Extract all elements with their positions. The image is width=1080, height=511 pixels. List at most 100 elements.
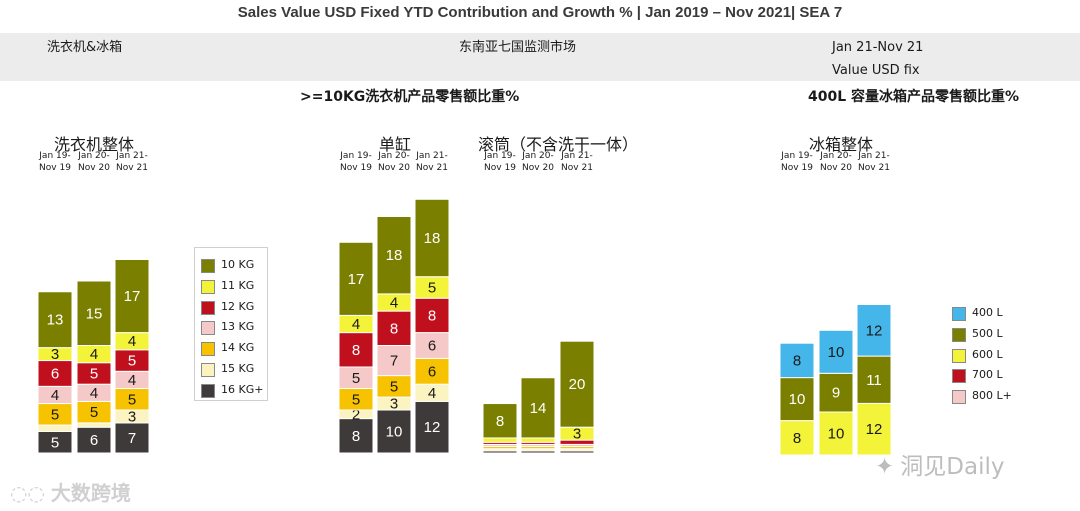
bar-segment-top-load-1-0 [376,409,412,454]
bar-segment-front-load-1-6 [520,377,556,439]
data-label-washer-total-0-5: 3 [51,346,59,363]
data-label-top-load-2-4: 8 [428,307,436,324]
data-label-washer-total-1-2: 5 [90,404,98,421]
legend-swatch [952,307,966,321]
data-label-top-load-0-2: 5 [352,391,360,408]
bar-segment-fridge-total-2-2 [856,304,892,357]
bar-segment-fridge-total-0-2 [779,342,815,379]
data-label-fridge-total-1-0: 10 [828,426,845,443]
legend-fridge: 400 L 500 L 600 L 700 L 800 L+ [946,296,1036,406]
data-label-washer-total-1-4: 5 [90,365,98,382]
data-label-washer-total-1-3: 4 [90,385,98,402]
period-label-fridge-total-0: Jan 19- Nov 19 [781,151,813,173]
washer-section-heading: >=10KG洗衣机产品零售额比重% [300,89,520,105]
legend-label: 15 KG [221,362,255,375]
period-label-washer-total-2: Jan 21- Nov 21 [116,151,148,173]
legend-label: 600 L [972,347,1003,361]
legend-label: 800 L+ [972,389,1012,403]
data-label-fridge-total-2-2: 12 [866,322,883,339]
bar-segment-washer-total-0-4 [37,360,73,387]
data-label-washer-total-2-0: 7 [128,430,136,447]
legend-label: 400 L [972,306,1003,319]
data-label-top-load-0-5: 4 [352,316,360,333]
data-label-washer-total-2-5: 4 [128,333,136,350]
bar-segment-front-load-0-6 [482,403,518,439]
period-label: Jan 21-Nov 21 [832,40,924,55]
bar-segment-fridge-total-0-0 [779,420,815,456]
data-label-front-load-0-6: 8 [496,413,504,430]
data-label-washer-total-0-3: 4 [51,387,59,404]
bar-segment-front-load-1-5 [520,437,556,443]
period-label-top-load-0: Jan 19- Nov 19 [340,151,372,173]
data-label-top-load-1-0: 10 [386,424,403,441]
data-label-front-load-1-6: 14 [530,400,547,417]
data-label-top-load-0-3: 5 [352,370,360,387]
legend-label: 14 KG [221,341,255,355]
data-label-top-load-2-6: 18 [424,230,441,247]
bar-segment-fridge-total-1-0 [818,411,854,456]
legend-swatch [201,383,215,398]
bar-segment-top-load-0-6 [338,241,374,316]
period-label-washer-total-0: Jan 19- Nov 19 [39,151,71,173]
watermark-right: ✦ 洞见Daily [875,447,1004,481]
data-label-fridge-total-1-2: 10 [828,344,845,361]
legend-label: 11 KG [221,278,255,292]
data-label-top-load-0-1: 2 [352,406,360,423]
period-label-fridge-total-2: Jan 21- Nov 21 [858,151,890,173]
data-label-top-load-2-2: 6 [428,363,436,380]
data-label-washer-total-0-4: 6 [51,365,59,382]
data-label-top-load-1-5: 4 [390,295,398,312]
legend-swatch [952,369,966,384]
data-label-fridge-total-2-1: 11 [866,372,882,389]
bar-segment-top-load-0-4 [338,332,374,368]
data-label-top-load-0-6: 17 [348,271,365,288]
bar-segment-fridge-total-2-1 [856,355,892,404]
bar-segment-fridge-total-2-0 [856,402,892,456]
bar-segment-washer-total-0-1 [37,424,73,432]
data-label-washer-total-0-2: 5 [51,406,59,423]
data-label-washer-total-1-6: 15 [86,305,103,322]
legend-swatch [201,279,215,294]
legend-swatch [952,348,966,363]
data-label-washer-total-0-0: 5 [51,434,59,451]
legend-swatch [952,327,966,342]
data-label-front-load-2-5: 3 [573,426,581,443]
period-label-front-load-0: Jan 19- Nov 19 [484,151,516,173]
data-label-washer-total-1-0: 6 [90,432,98,449]
page-title: Sales Value USD Fixed YTD Contribution a… [237,4,843,21]
bar-segment-top-load-2-2 [414,357,450,385]
period-label-top-load-2: Jan 21- Nov 21 [416,151,448,173]
data-label-washer-total-2-4: 5 [128,353,136,370]
data-label-fridge-total-1-1: 9 [832,385,840,402]
bar-segment-front-load-2-6 [559,340,595,428]
period-label-front-load-2: Jan 21- Nov 21 [561,151,593,173]
data-label-washer-total-0-6: 13 [47,312,64,329]
watermark-left: ◌◌ 大数跨境 [10,477,131,506]
data-label-top-load-1-1: 3 [390,396,398,413]
data-label-washer-total-2-3: 4 [128,372,136,389]
measure-label: Value USD fix [832,63,920,78]
legend-swatch [201,363,215,377]
wechat-icon: ✦ [875,454,895,480]
legend-washer: 10 KG 11 KG 12 KG 13 KG 14 KG 15 KG 16 KG+ [194,247,268,401]
data-label-top-load-0-0: 8 [352,428,360,445]
info-band [0,33,1080,81]
data-label-top-load-0-4: 8 [352,342,360,359]
data-label-washer-total-2-2: 5 [128,391,136,408]
bar-segment-top-load-2-3 [414,332,450,359]
period-label-top-load-1: Jan 20- Nov 20 [378,151,410,173]
legend-swatch [201,342,215,357]
data-label-top-load-1-6: 18 [386,247,403,264]
bar-segment-top-load-2-6 [414,198,450,278]
data-label-fridge-total-2-0: 12 [866,421,883,438]
period-label-front-load-1: Jan 20- Nov 20 [522,151,554,173]
bar-segment-washer-total-1-0 [76,426,112,454]
watermark-right-text: 洞见Daily [900,454,1005,480]
legend-label: 700 L [972,368,1003,382]
data-label-fridge-total-0-1: 10 [789,391,806,408]
data-label-washer-total-2-6: 17 [124,288,141,305]
category-label: 洗衣机&冰箱 [47,40,123,55]
period-label-fridge-total-1: Jan 20- Nov 20 [820,151,852,173]
data-label-front-load-2-6: 20 [569,376,586,393]
